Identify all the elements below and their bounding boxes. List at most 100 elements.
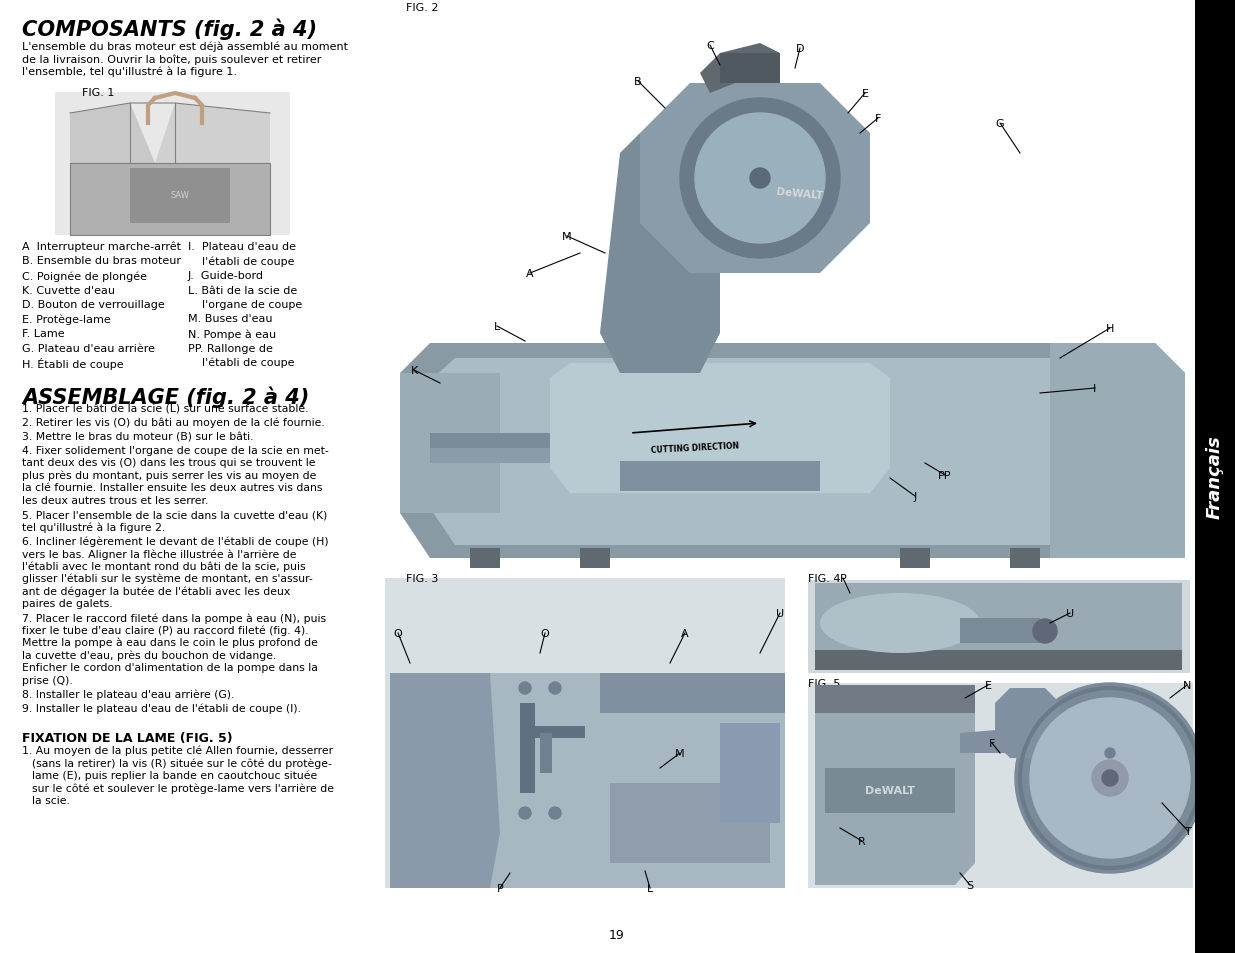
Text: A: A bbox=[526, 269, 534, 278]
Bar bbox=[430, 449, 550, 463]
Text: 9. Installer le plateau d'eau de l'établi de coupe (I).: 9. Installer le plateau d'eau de l'établ… bbox=[22, 702, 301, 713]
Text: L'ensemble du bras moteur est déjà assemblé au moment
de la livraison. Ouvrir la: L'ensemble du bras moteur est déjà assem… bbox=[22, 42, 348, 77]
Text: COMPOSANTS (fig. 2 à 4): COMPOSANTS (fig. 2 à 4) bbox=[22, 19, 317, 40]
Text: SAW: SAW bbox=[170, 192, 189, 200]
Text: (sans la retirer) la vis (R) située sur le côté du protège-: (sans la retirer) la vis (R) située sur … bbox=[32, 758, 332, 768]
Bar bbox=[385, 578, 785, 888]
Polygon shape bbox=[995, 688, 1060, 759]
Polygon shape bbox=[156, 104, 270, 164]
Text: E. Protège-lame: E. Protège-lame bbox=[22, 314, 111, 325]
Bar bbox=[900, 548, 930, 568]
Text: ASSEMBLAGE (fig. 2 à 4): ASSEMBLAGE (fig. 2 à 4) bbox=[22, 386, 309, 407]
Text: CUTTING DIRECTION: CUTTING DIRECTION bbox=[651, 440, 740, 455]
Polygon shape bbox=[430, 358, 1160, 545]
Polygon shape bbox=[70, 104, 156, 164]
Polygon shape bbox=[815, 688, 974, 885]
Circle shape bbox=[1032, 619, 1057, 643]
Text: T: T bbox=[1184, 826, 1192, 836]
Text: F: F bbox=[989, 739, 995, 748]
Circle shape bbox=[519, 682, 531, 695]
Circle shape bbox=[1030, 699, 1191, 858]
Text: vers le bas. Aligner la flèche illustrée à l'arrière de: vers le bas. Aligner la flèche illustrée… bbox=[22, 548, 296, 558]
Text: les deux autres trous et les serrer.: les deux autres trous et les serrer. bbox=[22, 496, 209, 505]
Circle shape bbox=[1092, 760, 1128, 796]
Bar bbox=[815, 685, 974, 713]
Text: PP. Rallonge de: PP. Rallonge de bbox=[188, 343, 273, 354]
Text: B. Ensemble du bras moteur: B. Ensemble du bras moteur bbox=[22, 256, 182, 266]
Circle shape bbox=[680, 99, 840, 258]
Text: O: O bbox=[541, 628, 550, 639]
Text: U: U bbox=[776, 608, 784, 618]
Text: J.  Guide-bord: J. Guide-bord bbox=[188, 271, 264, 281]
Text: DeWALT: DeWALT bbox=[777, 187, 824, 201]
Bar bbox=[580, 548, 610, 568]
Text: Enficher le cordon d'alimentation de la pompe dans la: Enficher le cordon d'alimentation de la … bbox=[22, 662, 317, 672]
Circle shape bbox=[1015, 683, 1205, 873]
Text: FIXATION DE LA LAME (FIG. 5): FIXATION DE LA LAME (FIG. 5) bbox=[22, 731, 232, 744]
Text: FIG. 2: FIG. 2 bbox=[406, 3, 438, 13]
Text: F. Lame: F. Lame bbox=[22, 329, 64, 338]
Polygon shape bbox=[550, 364, 890, 494]
Text: H. Établi de coupe: H. Établi de coupe bbox=[22, 357, 124, 370]
Polygon shape bbox=[395, 673, 785, 888]
Text: P: P bbox=[496, 883, 504, 893]
Text: FIG. 4: FIG. 4 bbox=[808, 574, 841, 583]
Text: P: P bbox=[840, 574, 846, 583]
Bar bbox=[430, 434, 550, 463]
Bar bbox=[960, 618, 1040, 643]
Text: 19: 19 bbox=[609, 928, 625, 941]
Text: N. Pompe à eau: N. Pompe à eau bbox=[188, 329, 277, 339]
Text: 7. Placer le raccord fileté dans la pompe à eau (N), puis: 7. Placer le raccord fileté dans la pomp… bbox=[22, 613, 326, 623]
Bar bbox=[1010, 548, 1040, 568]
Bar bbox=[720, 723, 781, 823]
Bar bbox=[815, 650, 1182, 670]
Text: 8. Installer le plateau d'eau arrière (G).: 8. Installer le plateau d'eau arrière (G… bbox=[22, 689, 235, 700]
Circle shape bbox=[750, 169, 769, 189]
Polygon shape bbox=[70, 164, 270, 235]
Circle shape bbox=[519, 807, 531, 820]
Text: DeWALT: DeWALT bbox=[864, 785, 915, 795]
Text: F: F bbox=[874, 113, 882, 124]
Text: la cuvette d'eau, près du bouchon de vidange.: la cuvette d'eau, près du bouchon de vid… bbox=[22, 650, 277, 660]
Text: M. Buses d'eau: M. Buses d'eau bbox=[188, 314, 273, 324]
Text: I.  Plateau d'eau de: I. Plateau d'eau de bbox=[188, 242, 296, 252]
Polygon shape bbox=[640, 84, 869, 274]
Ellipse shape bbox=[820, 594, 981, 654]
Polygon shape bbox=[700, 44, 781, 94]
Text: A: A bbox=[682, 628, 689, 639]
Bar bbox=[520, 703, 535, 793]
Text: prise (Q).: prise (Q). bbox=[22, 675, 73, 685]
Polygon shape bbox=[390, 673, 500, 888]
Text: 1. Au moyen de la plus petite clé Allen fournie, desserrer: 1. Au moyen de la plus petite clé Allen … bbox=[22, 745, 333, 756]
Text: FIG. 1: FIG. 1 bbox=[82, 88, 115, 98]
Text: plus près du montant, puis serrer les vis au moyen de: plus près du montant, puis serrer les vi… bbox=[22, 471, 316, 481]
Text: E: E bbox=[984, 680, 992, 690]
Text: 2. Retirer les vis (O) du bâti au moyen de la clé fournie.: 2. Retirer les vis (O) du bâti au moyen … bbox=[22, 417, 325, 428]
Text: L. Bâti de la scie de: L. Bâti de la scie de bbox=[188, 285, 298, 295]
Text: R: R bbox=[858, 836, 866, 846]
Text: I: I bbox=[1093, 384, 1097, 394]
Text: C. Poignée de plongée: C. Poignée de plongée bbox=[22, 271, 147, 281]
Bar bbox=[130, 169, 230, 224]
Bar bbox=[808, 683, 1193, 888]
Polygon shape bbox=[600, 133, 720, 374]
Text: l'organe de coupe: l'organe de coupe bbox=[188, 299, 303, 310]
Bar bbox=[808, 580, 1191, 673]
Polygon shape bbox=[815, 583, 1182, 670]
Circle shape bbox=[1102, 770, 1118, 786]
Text: la clé fournie. Installer ensuite les deux autres vis dans: la clé fournie. Installer ensuite les de… bbox=[22, 483, 322, 493]
Text: sur le côté et soulever le protège-lame vers l'arrière de: sur le côté et soulever le protège-lame … bbox=[32, 782, 333, 793]
Bar bbox=[535, 726, 585, 739]
Text: 6. Incliner légèrement le devant de l'établi de coupe (H): 6. Incliner légèrement le devant de l'ét… bbox=[22, 536, 329, 546]
Text: FIG. 5: FIG. 5 bbox=[808, 679, 840, 688]
Text: G. Plateau d'eau arrière: G. Plateau d'eau arrière bbox=[22, 343, 156, 354]
Text: tel qu'illustré à la figure 2.: tel qu'illustré à la figure 2. bbox=[22, 522, 165, 533]
Text: G: G bbox=[995, 119, 1004, 129]
Bar bbox=[720, 54, 781, 84]
Text: l'établi de coupe: l'établi de coupe bbox=[188, 357, 294, 368]
Text: la scie.: la scie. bbox=[32, 795, 70, 805]
Text: D: D bbox=[795, 44, 804, 54]
Polygon shape bbox=[400, 344, 1186, 558]
Text: 5. Placer l'ensemble de la scie dans la cuvette d'eau (K): 5. Placer l'ensemble de la scie dans la … bbox=[22, 510, 327, 519]
Text: H: H bbox=[1105, 324, 1114, 334]
